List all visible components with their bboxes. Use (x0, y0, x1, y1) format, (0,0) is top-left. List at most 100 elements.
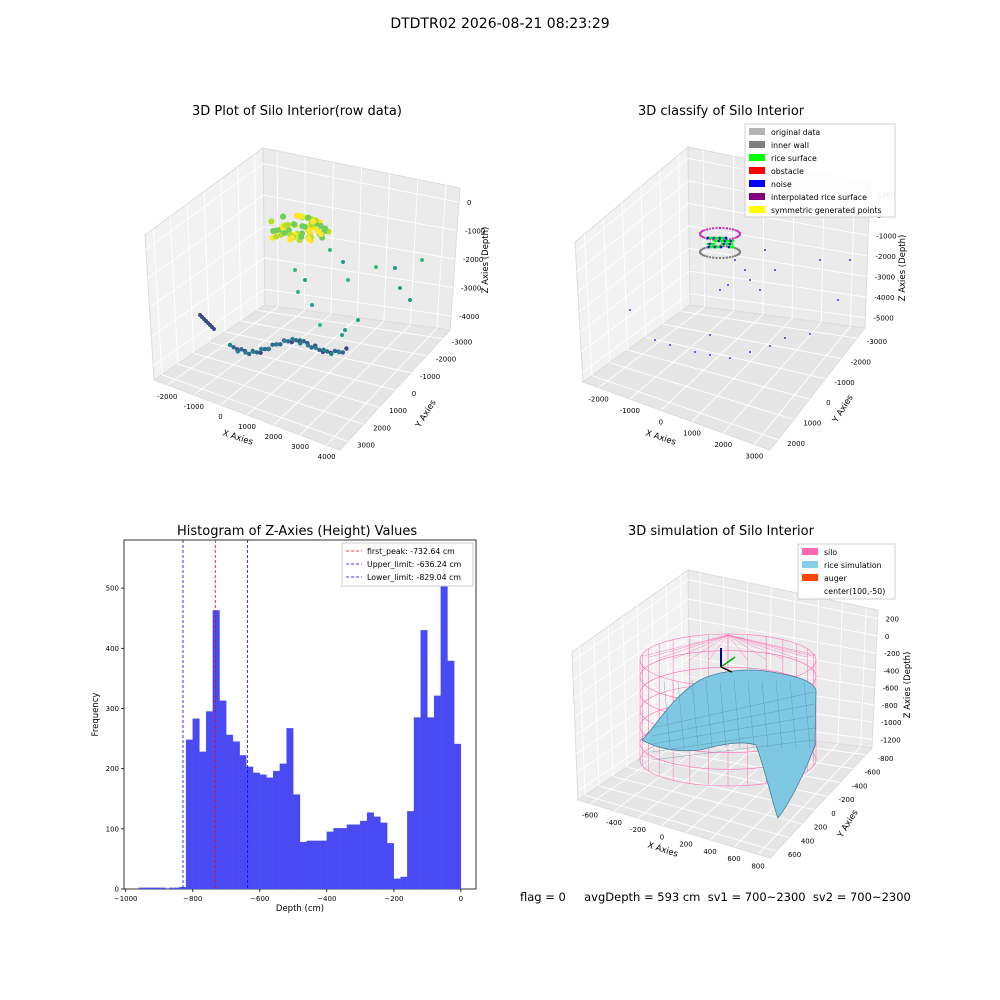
legend-label: inner wall (771, 141, 809, 150)
rice-mesh-line (803, 681, 811, 749)
y-tick-label: -2000 (851, 359, 871, 367)
data-point (408, 298, 412, 302)
classified-point (715, 226, 718, 230)
data-point (374, 265, 378, 269)
histogram-bar (259, 774, 267, 890)
classified-point (734, 246, 737, 250)
x-tick-label: -200 (630, 826, 646, 834)
data-point (258, 350, 263, 356)
classified-point (720, 236, 724, 240)
y-tick-label: 1000 (389, 407, 407, 415)
status-footer: flag = 0 avgDepth = 593 cm sv1 = 700~230… (520, 890, 911, 904)
x-tick-label: 0 (459, 895, 463, 903)
classified-point (708, 255, 712, 259)
z-axis-label: Z Axies (Depth) (481, 227, 491, 294)
z-tick-label: 0 (467, 199, 471, 207)
z-gridline (573, 618, 689, 699)
histogram-bar (313, 840, 321, 890)
classified-point (703, 246, 706, 250)
classified-point (701, 229, 704, 233)
x-tick-label: 2000 (265, 433, 283, 441)
z-gridline (151, 257, 265, 337)
classified-point (722, 226, 725, 230)
histogram-bar (306, 840, 314, 890)
x-axis-label: X Axies (646, 840, 679, 859)
classified-point (738, 249, 741, 253)
data-point (321, 347, 326, 352)
histogram-bar (138, 887, 167, 890)
data-point (282, 222, 289, 229)
data-point (310, 303, 314, 307)
data-point (301, 223, 308, 230)
y-tick-label: 0 (831, 810, 835, 818)
z-gridline (572, 579, 689, 662)
data-point (212, 327, 216, 331)
y-tick-label: 200 (814, 824, 827, 832)
legend-swatch (749, 128, 765, 135)
classified-point (717, 239, 721, 243)
classified-point (784, 337, 786, 339)
data-point (356, 318, 360, 322)
rice-surface (641, 669, 817, 819)
z-tick-label: -1000 (465, 228, 485, 236)
z-gridline (575, 676, 690, 755)
classified-point (727, 284, 729, 286)
classified-point (721, 239, 725, 243)
data-point (280, 213, 287, 220)
classified-point (722, 242, 726, 246)
silo-wire-rib (727, 634, 767, 660)
silo-wire-rib (673, 634, 729, 660)
x-tick-label: −1000 (114, 895, 138, 903)
histogram-bar (299, 841, 307, 890)
classified-point (706, 242, 710, 246)
data-point (227, 342, 233, 348)
y-tick-label: 500 (106, 585, 119, 593)
z-gridline (688, 637, 876, 671)
y-gridline (660, 314, 764, 411)
panel4-title: 3D simulation of Silo Interior (628, 524, 814, 539)
y-tick-label: -1000 (420, 373, 440, 381)
y-tick-label: 2000 (373, 424, 391, 432)
z-gridline (152, 288, 266, 366)
data-point (344, 346, 349, 351)
z-tick-label: -3000 (875, 274, 895, 282)
z-gridline (147, 194, 264, 279)
classified-point (809, 333, 811, 335)
x-gridline (651, 595, 656, 749)
x-tick-label: 0 (659, 418, 663, 426)
histogram-bar (219, 700, 227, 890)
y-gridline (220, 313, 332, 406)
histogram-bar (266, 777, 274, 890)
data-point (329, 351, 334, 357)
data-point (346, 278, 350, 282)
z-tick-label: 0 (885, 633, 889, 641)
z-gridline (575, 157, 689, 253)
histogram-bar (433, 695, 441, 890)
histogram-bar (366, 812, 374, 890)
classified-point (730, 242, 734, 246)
classified-point (734, 228, 737, 232)
legend-label: center(100,-50) (824, 587, 885, 596)
y-tick-label: -800 (878, 755, 894, 763)
classified-point (729, 357, 731, 359)
histogram-bar (185, 739, 193, 890)
data-point (290, 336, 295, 342)
rice-mesh-line (651, 703, 815, 737)
classified-point (764, 249, 766, 251)
classified-point (712, 242, 716, 246)
data-point (343, 328, 347, 332)
z-gridline (688, 598, 877, 637)
x-tick-label: -400 (606, 819, 622, 827)
x-tick-label: 800 (751, 862, 764, 870)
depth-histogram: −1000 −800 −600 −400 −200 0 0 100 200 300 400 500 De… (91, 539, 477, 914)
legend-label: noise (771, 180, 792, 189)
legend-label: rice surface (771, 154, 817, 163)
y-gridline (299, 324, 411, 436)
x-gridline (663, 323, 842, 359)
data-point (306, 226, 313, 233)
classified-point (654, 339, 656, 341)
silo-wire-rib (727, 634, 808, 658)
y-axis-label: Y Axies (413, 398, 439, 431)
legend-label: Lower_limit: -829.04 cm (367, 573, 461, 582)
silo-wire-rib (727, 634, 817, 656)
